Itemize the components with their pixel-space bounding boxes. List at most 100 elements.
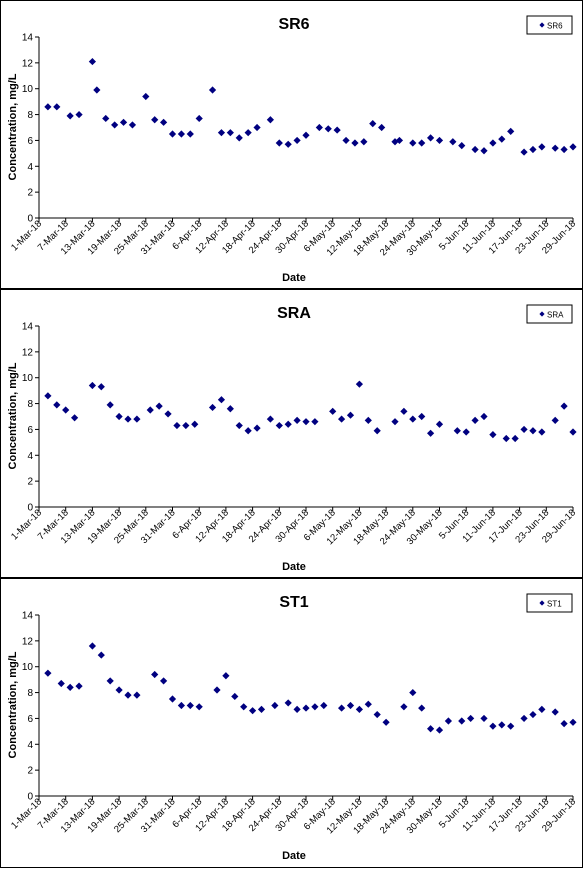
- chart-title: SR6: [278, 16, 309, 33]
- data-point: [520, 714, 528, 723]
- data-point: [324, 125, 332, 133]
- data-point: [88, 57, 96, 66]
- data-point: [373, 427, 381, 435]
- data-point: [360, 138, 368, 146]
- data-point: [311, 418, 319, 426]
- data-point: [142, 92, 150, 101]
- y-tick-label: 12: [22, 347, 34, 358]
- y-tick-label: 14: [22, 611, 34, 622]
- chart-svg: ST1024681012141-Mar-187-Mar-1813-Mar-181…: [7, 593, 578, 862]
- data-point: [213, 686, 221, 694]
- chart-svg: SRA024681012141-Mar-187-Mar-1813-Mar-181…: [7, 304, 578, 573]
- data-point: [364, 700, 372, 708]
- data-point: [320, 701, 328, 710]
- data-point: [124, 691, 132, 699]
- data-point: [160, 118, 168, 126]
- data-point: [560, 145, 568, 154]
- data-point: [66, 683, 74, 691]
- y-tick-label: 4: [27, 740, 33, 751]
- y-tick-label: 4: [27, 451, 33, 462]
- data-point: [177, 130, 185, 138]
- data-point: [111, 121, 119, 129]
- y-tick-label: 14: [22, 33, 34, 44]
- data-point: [302, 704, 310, 712]
- data-point: [462, 428, 470, 436]
- data-point: [168, 130, 177, 138]
- data-point: [115, 412, 123, 421]
- data-point: [502, 434, 510, 443]
- data-point: [338, 415, 346, 423]
- data-point: [75, 110, 83, 119]
- y-tick-label: 8: [27, 399, 33, 410]
- data-point: [275, 139, 283, 147]
- y-tick-label: 0: [27, 792, 33, 803]
- data-point: [302, 131, 310, 139]
- data-point: [284, 699, 292, 707]
- data-point: [97, 651, 105, 659]
- legend: SR6: [526, 15, 573, 35]
- data-point: [364, 416, 372, 424]
- data-point: [453, 427, 461, 435]
- data-point: [119, 118, 128, 126]
- data-point: [435, 136, 444, 145]
- data-point: [97, 383, 105, 391]
- data-point: [373, 710, 381, 719]
- data-point: [62, 406, 70, 414]
- data-point: [266, 415, 274, 423]
- y-tick-label: 12: [22, 58, 34, 69]
- data-point: [253, 123, 261, 132]
- data-point: [160, 677, 168, 685]
- data-point: [191, 420, 199, 428]
- data-point: [560, 402, 568, 410]
- y-tick-label: 6: [27, 425, 33, 436]
- data-point: [538, 428, 546, 436]
- data-point: [467, 714, 475, 723]
- data-point: [400, 407, 408, 415]
- chart-svg: SR6024681012141-Mar-187-Mar-1813-Mar-181…: [7, 15, 578, 284]
- data-point: [293, 416, 301, 424]
- data-point: [168, 695, 177, 703]
- data-point: [498, 721, 506, 729]
- data-point: [44, 103, 52, 111]
- legend-marker: [539, 22, 545, 28]
- data-point: [480, 147, 488, 155]
- data-point: [409, 688, 417, 697]
- data-point: [182, 421, 190, 430]
- data-point: [355, 380, 363, 388]
- data-point: [44, 392, 52, 400]
- data-point: [195, 114, 203, 123]
- y-tick-label: 8: [27, 688, 33, 699]
- data-point: [520, 425, 528, 434]
- y-tick-label: 14: [22, 322, 34, 333]
- data-point: [266, 116, 274, 124]
- data-point: [507, 722, 515, 730]
- data-point: [249, 707, 257, 715]
- data-point: [418, 704, 426, 712]
- data-point: [435, 420, 444, 428]
- data-point: [275, 421, 283, 430]
- data-point: [235, 421, 243, 430]
- y-tick-label: 6: [27, 136, 33, 147]
- data-point: [378, 123, 386, 132]
- legend-box: [526, 15, 573, 35]
- y-axis-label: Concentration, mg/L: [7, 362, 19, 469]
- data-point: [93, 86, 101, 94]
- chart-panel-st1: ST1 0 2 4 6 8 10 12 14 1-Mar-18 7-Mar-18 13-Mar-18 1…: [0, 578, 583, 868]
- series-points: [44, 57, 577, 156]
- data-point: [293, 705, 301, 713]
- data-point: [427, 134, 435, 142]
- data-point: [271, 701, 279, 710]
- y-tick-label: 6: [27, 714, 33, 725]
- chart-panel-sra: SRA 0 2 4 6 8 10 12 14 1-Mar-18 7-Mar-18 13-Mar-18 1…: [0, 289, 583, 578]
- chart-panel-sr6: SR6 0 2 4 6 8 10 12 14 1-Mar-18 7-Mar-18 13-Mar-18 1…: [0, 0, 583, 289]
- y-tick-label: 10: [22, 373, 34, 384]
- data-point: [88, 642, 96, 650]
- data-point: [315, 123, 323, 132]
- data-point: [133, 691, 141, 699]
- data-point: [342, 136, 350, 145]
- data-point: [57, 679, 65, 688]
- data-point: [471, 416, 479, 424]
- data-point: [538, 143, 546, 151]
- data-point: [489, 139, 497, 147]
